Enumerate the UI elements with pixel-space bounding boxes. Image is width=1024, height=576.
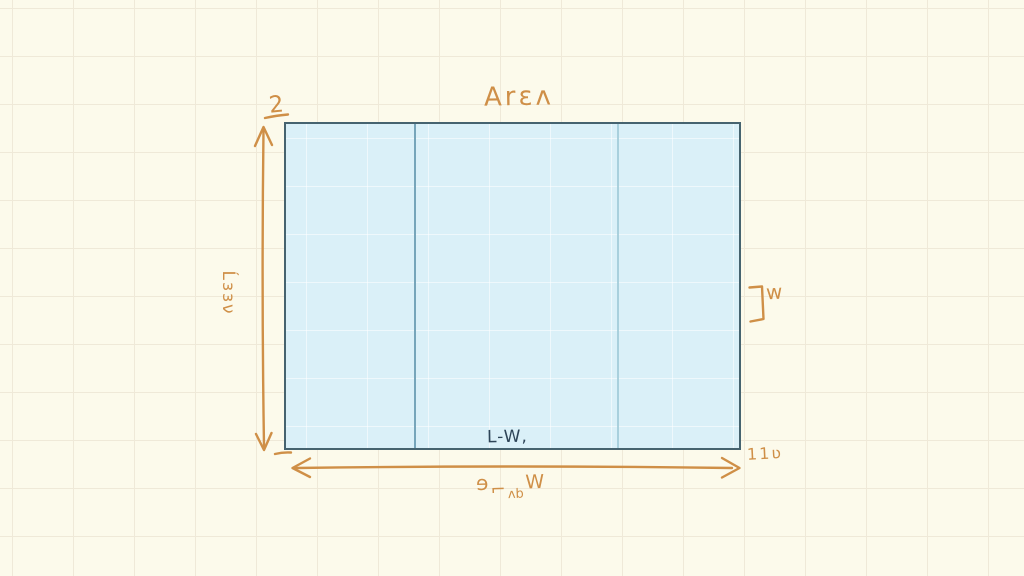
area-title: Αrεʌ: [483, 81, 555, 113]
width-bottom-label-part: ɘ: [475, 470, 489, 496]
rectangle-divider-line: [414, 124, 416, 448]
width-bottom-label-part: W: [525, 470, 545, 494]
rectangle-divider-line: [617, 124, 619, 448]
width-end-tick-label: 11ʋ: [746, 443, 784, 464]
width-bottom-label: ɘ ⌐ ʌb W: [475, 469, 545, 502]
inner-formula-label: L-W,: [486, 426, 529, 448]
width-bottom-label-part: ⌐: [490, 479, 507, 501]
width-bracket-label: w: [765, 279, 783, 305]
width-bracket: [748, 285, 765, 323]
area-rectangle: [284, 122, 741, 450]
height-dimension-number: 2: [267, 91, 285, 119]
height-side-label: Ĺɜɜν: [218, 270, 238, 316]
width-bottom-label-part: ʌb: [507, 486, 525, 503]
